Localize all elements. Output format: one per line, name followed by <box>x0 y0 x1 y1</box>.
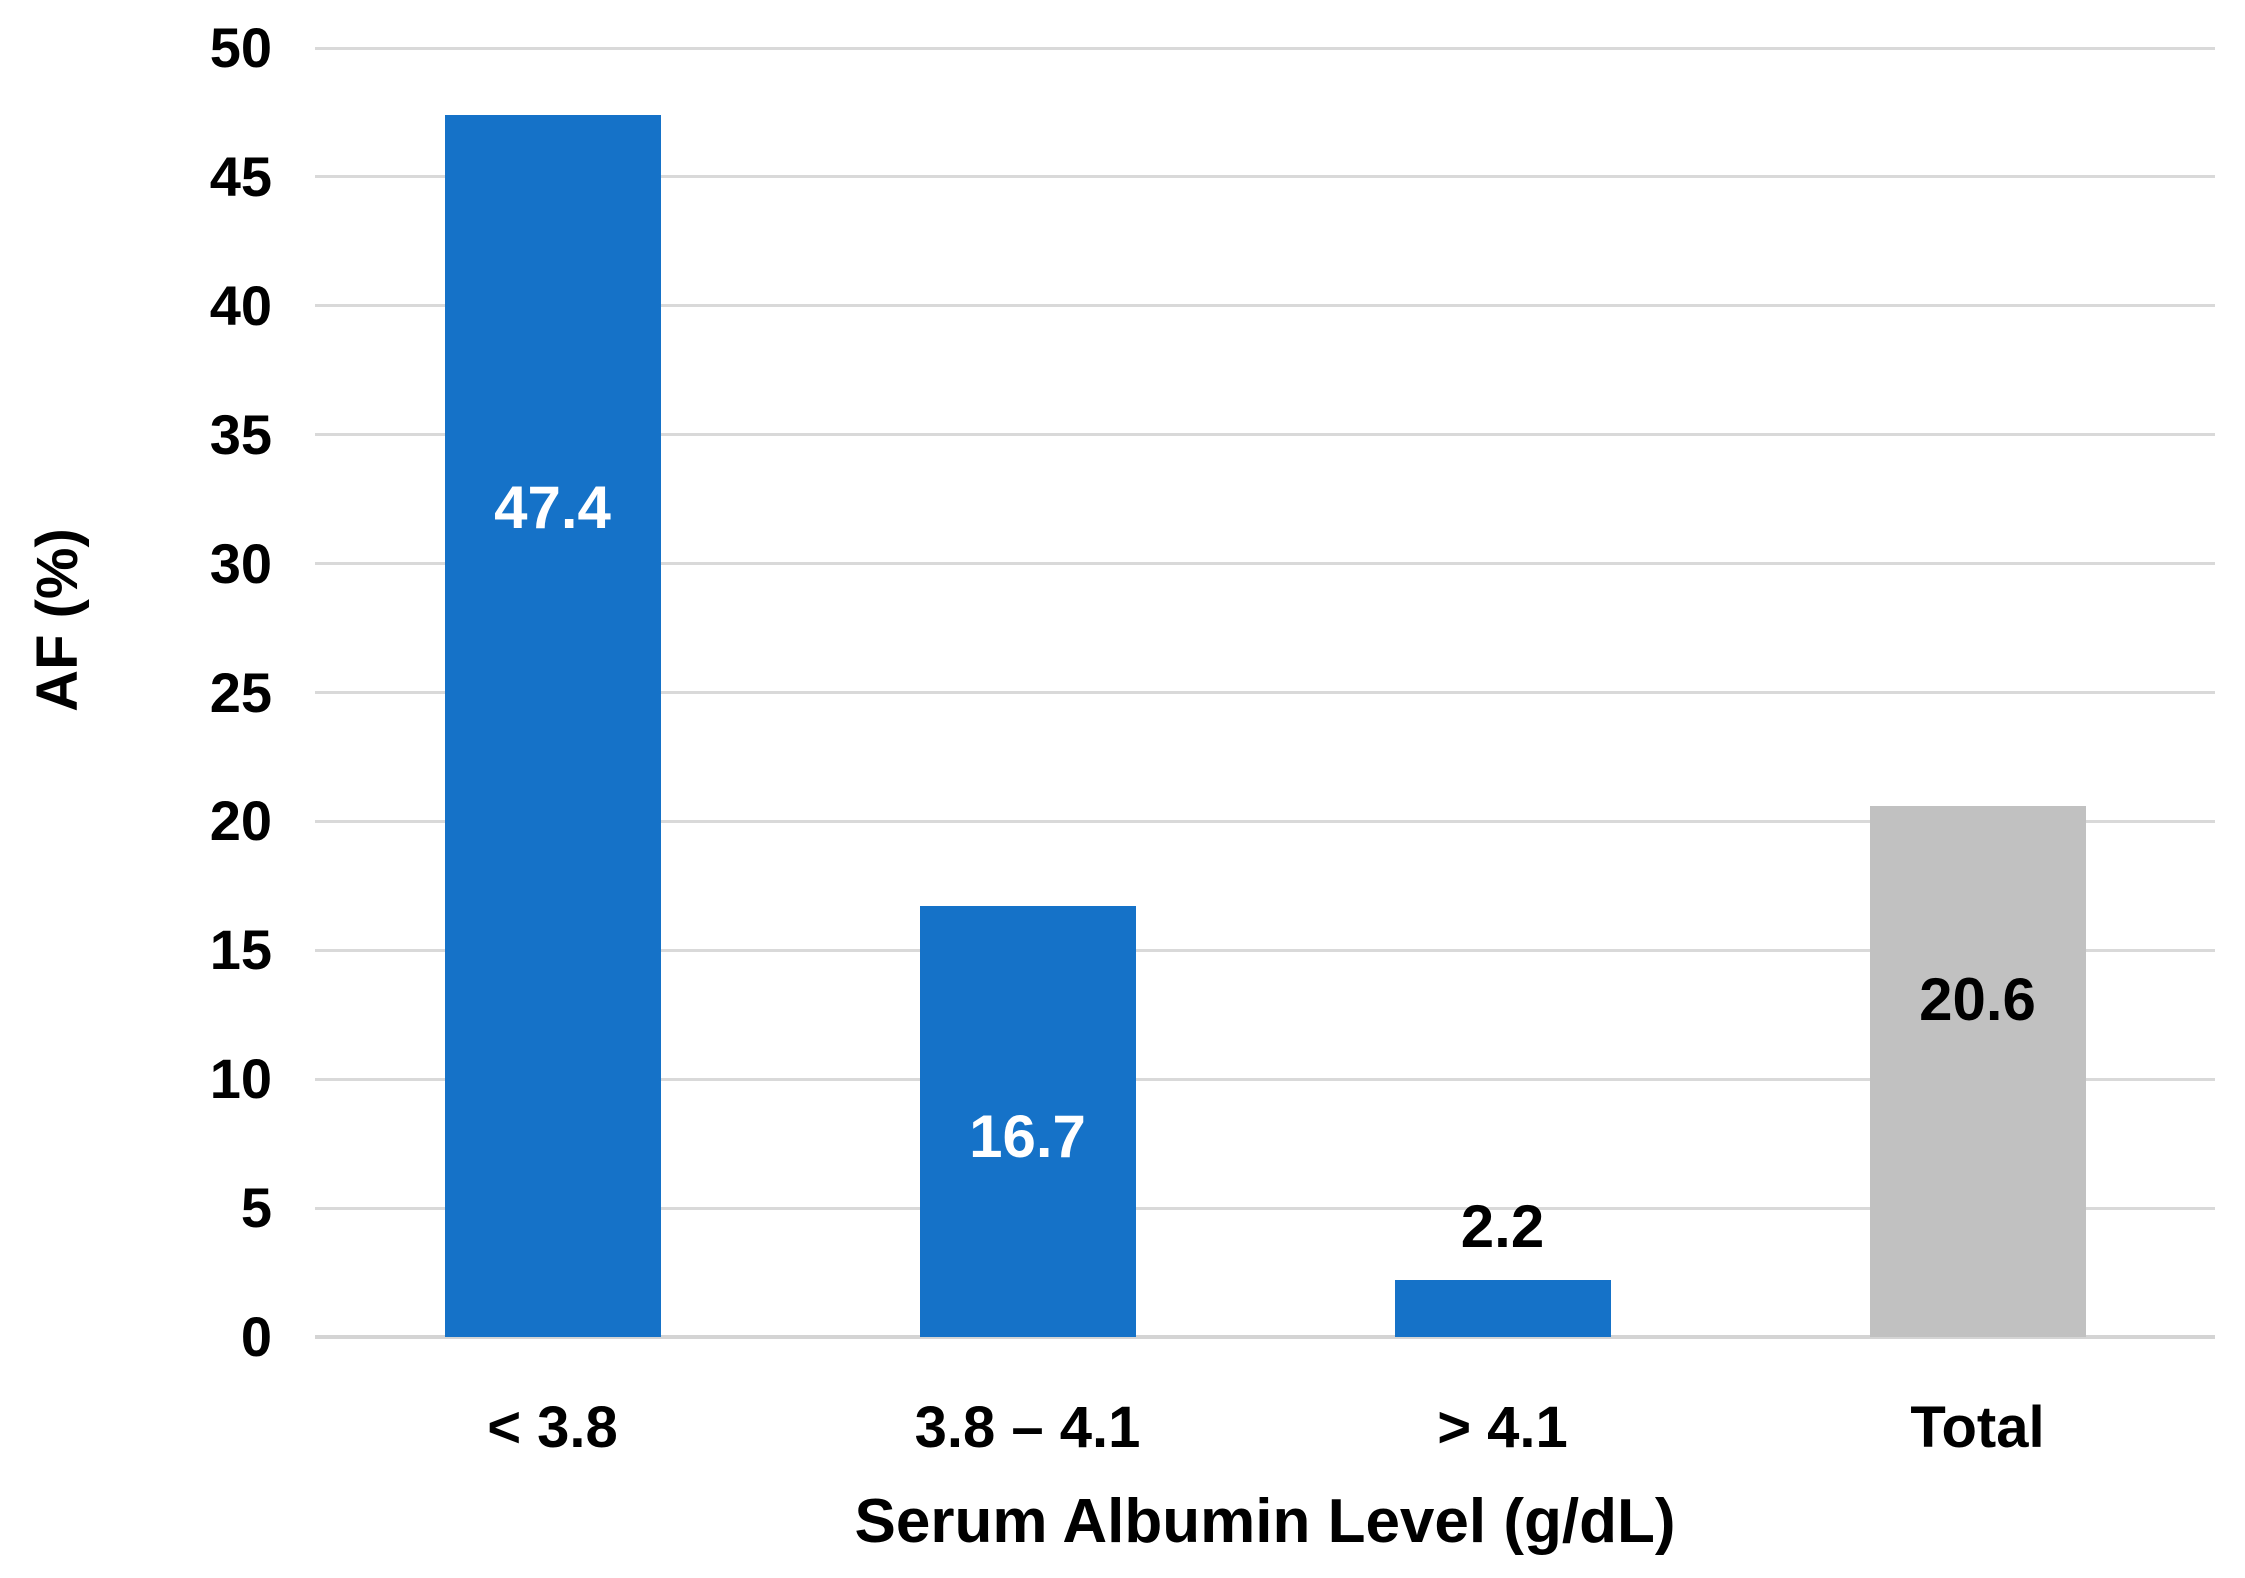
y-gridline <box>315 1206 2215 1210</box>
y-gridline <box>315 819 2215 823</box>
x-tick-label: < 3.8 <box>487 1395 618 1460</box>
y-gridline <box>315 433 2215 437</box>
x-tick-label: 3.8 – 4.1 <box>914 1395 1141 1460</box>
bar-value-label: 16.7 <box>969 1103 1086 1171</box>
x-axis-line <box>315 1335 2215 1339</box>
y-tick-label: 30 <box>209 531 272 595</box>
y-gridline <box>315 691 2215 694</box>
x-axis-title: Serum Albumin Level (g/dL) <box>854 1487 1676 1556</box>
bar-2 <box>1394 1280 1611 1337</box>
y-tick-label: 5 <box>240 1176 272 1240</box>
y-tick-label: 45 <box>209 144 272 208</box>
y-gridline <box>315 175 2215 179</box>
y-gridline <box>315 562 2215 566</box>
y-gridline <box>315 46 2215 50</box>
bar-1 <box>919 906 1136 1337</box>
y-tick-label: 0 <box>240 1305 272 1368</box>
y-tick-label: 25 <box>209 660 272 724</box>
y-tick-label: 50 <box>209 16 272 79</box>
bar-0 <box>444 115 661 1337</box>
y-tick-label: 20 <box>209 789 272 853</box>
y-gridline <box>315 948 2215 952</box>
x-tick-label: Total <box>1910 1395 2045 1460</box>
y-gridline <box>315 1077 2215 1081</box>
bar-value-label: 20.6 <box>1919 965 2036 1033</box>
y-tick-label: 10 <box>209 1047 272 1111</box>
bar-value-label: 47.4 <box>494 474 611 542</box>
plot-area: 47.4 16.7 2.2 20.6 <box>315 46 2215 1339</box>
bar-value-label: 2.2 <box>1460 1193 1545 1261</box>
x-tick-label: > 4.1 <box>1437 1395 1568 1460</box>
y-gridline <box>315 304 2215 308</box>
y-tick-label: 35 <box>209 402 272 466</box>
y-tick-label: 15 <box>209 918 272 982</box>
bar-3 <box>1869 805 2086 1337</box>
y-tick-label: 40 <box>209 273 272 337</box>
